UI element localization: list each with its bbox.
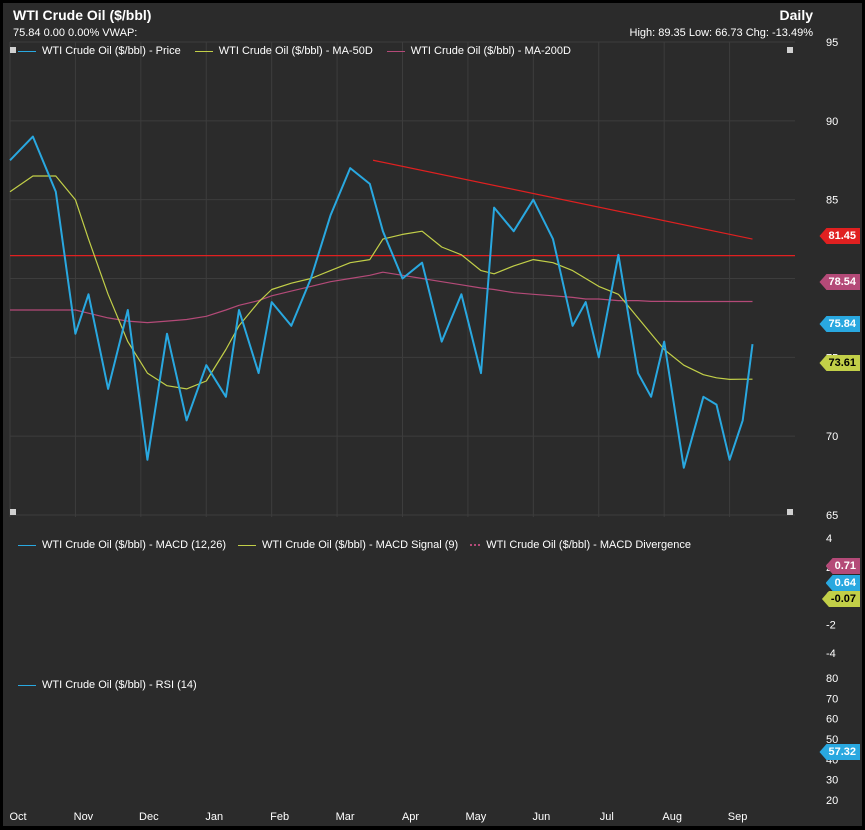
divergence-legend-label: WTI Crude Oil ($/bbl) - MACD Divergence <box>486 539 691 551</box>
quote-line: 75.84 0.00 0.00% VWAP: <box>13 27 138 39</box>
ma200-legend-label: WTI Crude Oil ($/bbl) - MA-200D <box>410 45 571 57</box>
price-ytick-label: 70 <box>826 431 838 443</box>
rsi-value-badge: 57.32 <box>819 744 860 760</box>
rsi-ytick-label: 30 <box>826 775 838 787</box>
macd-ytick-label: -4 <box>826 648 836 660</box>
month-tick-label: Nov <box>74 811 94 823</box>
rsi-legend: WTI Crude Oil ($/bbl) - RSI (14) <box>18 679 197 691</box>
panel-resize-handle <box>787 47 793 53</box>
macd-ytick-label: -2 <box>826 619 836 631</box>
price-ytick-label: 65 <box>826 510 838 522</box>
ma200-value-badge: 78.54 <box>819 274 860 290</box>
signal-value-badge: -0.07 <box>821 591 860 607</box>
rsi-ytick-label: 20 <box>826 795 838 807</box>
month-tick-label: Jul <box>600 811 614 823</box>
rsi-panel <box>7 667 795 802</box>
macd-legend-label: WTI Crude Oil ($/bbl) - MACD (12,26) <box>42 539 226 551</box>
macd-legend: WTI Crude Oil ($/bbl) - MACD (12,26) WTI… <box>18 539 691 551</box>
divergence-legend-swatch <box>470 544 481 546</box>
rsi-ytick-label: 70 <box>826 693 838 705</box>
month-tick-label: Apr <box>402 811 419 823</box>
ma200-legend-swatch <box>386 50 405 52</box>
chart-title: WTI Crude Oil ($/bbl) <box>13 7 152 23</box>
period-label[interactable]: Daily <box>779 7 813 23</box>
price-value-badge: 75.84 <box>819 316 860 332</box>
rsi-ytick-label: 80 <box>826 673 838 685</box>
rsi-ytick-label: 60 <box>826 714 838 726</box>
price-legend-swatch <box>18 50 36 52</box>
macd-panel <box>7 534 795 660</box>
macd-value-badge: 0.64 <box>825 575 860 591</box>
ma50-legend-label: WTI Crude Oil ($/bbl) - MA-50D <box>218 45 373 57</box>
price-ytick-label: 90 <box>826 116 838 128</box>
signal-legend-label: WTI Crude Oil ($/bbl) - MACD Signal (9) <box>261 539 459 551</box>
rsi-legend-label: WTI Crude Oil ($/bbl) - RSI (14) <box>42 679 197 691</box>
month-tick-label: Feb <box>270 811 289 823</box>
macd-legend-swatch <box>18 544 36 546</box>
rsi-legend-swatch <box>18 684 36 686</box>
month-tick-label: Oct <box>9 811 26 823</box>
panel-resize-handle <box>10 509 16 515</box>
panel-resize-handle <box>10 47 16 53</box>
ma50-series-line <box>9 175 753 390</box>
price-series-line <box>9 135 754 469</box>
resistance-value-badge: 81.45 <box>819 228 860 244</box>
divergence-value-badge: 0.71 <box>825 558 860 574</box>
panel-resize-handle <box>787 509 793 515</box>
macd-ytick-label: 4 <box>826 533 832 545</box>
signal-legend-swatch <box>237 544 256 546</box>
price-ytick-label: 95 <box>826 37 838 49</box>
month-tick-label: Jun <box>532 811 550 823</box>
rsi-ytick-label: 50 <box>826 734 838 746</box>
month-tick-label: Dec <box>139 811 159 823</box>
month-tick-label: May <box>466 811 487 823</box>
trend-line <box>372 159 753 240</box>
price-legend: WTI Crude Oil ($/bbl) - Price WTI Crude … <box>18 45 571 57</box>
month-tick-label: Sep <box>728 811 748 823</box>
stats-line: High: 89.35 Low: 66.73 Chg: -13.49% <box>629 27 813 39</box>
ma50-legend-swatch <box>194 50 213 52</box>
ma50-value-badge: 73.61 <box>819 355 860 371</box>
month-tick-label: Aug <box>662 811 682 823</box>
price-legend-label: WTI Crude Oil ($/bbl) - Price <box>42 45 181 57</box>
price-ytick-label: 85 <box>826 195 838 207</box>
ma200-series-line <box>10 271 753 324</box>
month-tick-label: Jan <box>205 811 223 823</box>
month-tick-label: Mar <box>336 811 355 823</box>
